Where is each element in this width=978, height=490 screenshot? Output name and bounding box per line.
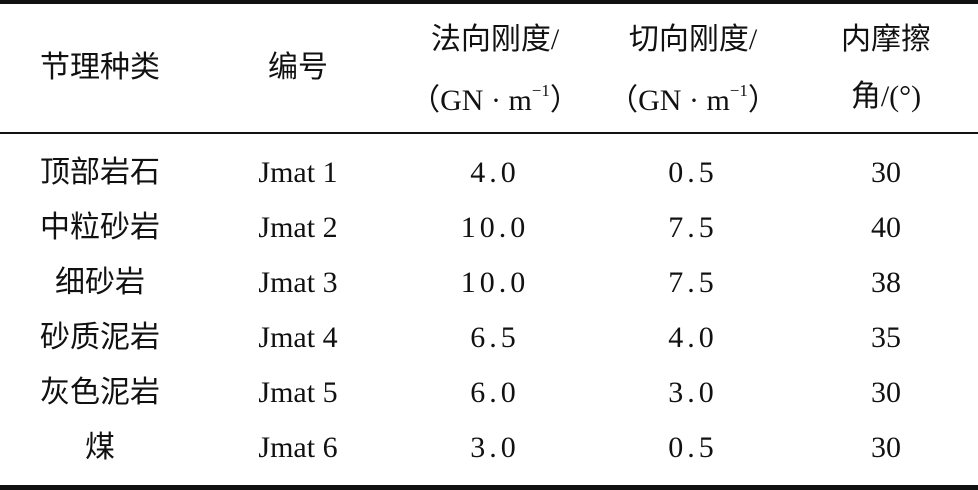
table-cell: Jmat 4: [258, 321, 338, 354]
table-cell: 灰色泥岩: [40, 376, 160, 409]
table-cell: 30: [871, 431, 901, 464]
header-cell: 切向刚度/: [628, 23, 758, 56]
table-cell: 10.0: [460, 211, 530, 244]
table-cell: 30: [871, 156, 901, 189]
table-cell: 砂质泥岩: [40, 321, 160, 354]
header-cell: 节理种类: [40, 51, 160, 84]
table-cell: 10.0: [460, 266, 530, 299]
table-cell: Jmat 6: [258, 431, 338, 464]
table-cell: Jmat 3: [258, 266, 338, 299]
header-unit: （GN · m−1）: [608, 82, 778, 116]
table-cell: 7.5: [668, 211, 718, 244]
table-cell: 6.5: [470, 321, 520, 354]
table-cell: 6.0: [470, 376, 520, 409]
header-rule: [0, 132, 978, 134]
table-cell: 0.5: [668, 431, 718, 464]
table-cell: 顶部岩石: [40, 156, 160, 189]
unit-text: ）: [549, 84, 580, 117]
header-unit: （GN · m−1）: [410, 82, 580, 116]
table-cell: 35: [871, 321, 901, 354]
table-cell: 煤: [85, 431, 115, 464]
top-rule: [0, 0, 978, 4]
header-cell: 法向刚度/: [430, 23, 560, 56]
table-cell: Jmat 5: [258, 376, 338, 409]
table-cell: 40: [871, 211, 901, 244]
table-cell: 38: [871, 266, 901, 299]
table-cell: 细砂岩: [55, 266, 145, 299]
header-cell: 角/(°): [850, 80, 922, 113]
table-cell: 0.5: [668, 156, 718, 189]
table-cell: Jmat 2: [258, 211, 338, 244]
table-cell: 3.0: [668, 376, 718, 409]
table-cell: 4.0: [668, 321, 718, 354]
table-cell: 中粒砂岩: [40, 211, 160, 244]
unit-text: ）: [747, 84, 778, 117]
unit-text: （GN · m: [608, 84, 730, 117]
table-cell: 7.5: [668, 266, 718, 299]
unit-exponent: −1: [729, 81, 748, 100]
table-cell: 30: [871, 376, 901, 409]
bottom-rule: [0, 485, 978, 490]
table-cell: Jmat 1: [258, 156, 338, 189]
unit-exponent: −1: [531, 81, 550, 100]
header-cell: 编号: [268, 51, 328, 84]
header-cell: 内摩擦: [841, 23, 931, 56]
table-cell: 3.0: [470, 431, 520, 464]
table-cell: 4.0: [470, 156, 520, 189]
unit-text: （GN · m: [410, 84, 532, 117]
